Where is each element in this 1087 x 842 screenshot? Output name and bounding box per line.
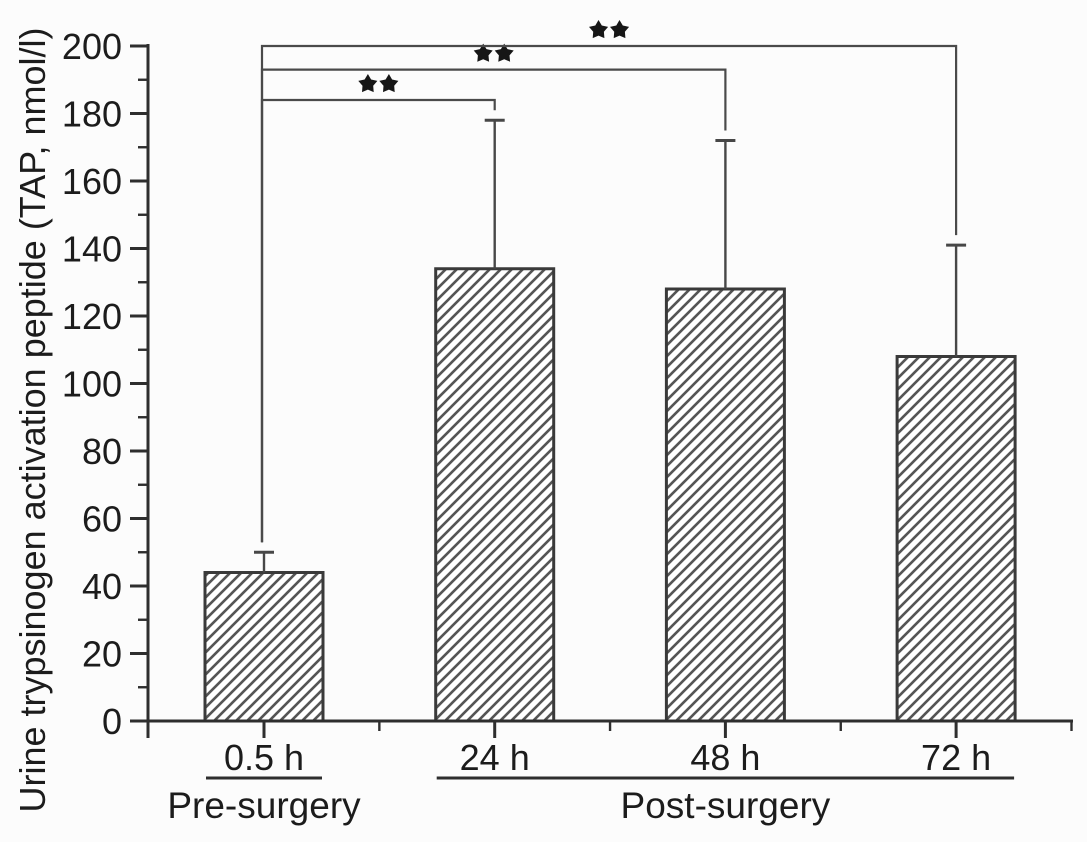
x-tick-label: 0.5 h (224, 737, 304, 778)
significance-stars (589, 20, 630, 39)
bar-0.5h (203, 571, 325, 723)
significance-stars (473, 43, 514, 62)
significance-bracket (260, 44, 958, 543)
y-tick-label: 200 (62, 26, 122, 67)
y-tick-label: 100 (62, 364, 122, 405)
y-tick-label: 160 (62, 161, 122, 202)
star-icon (358, 74, 378, 93)
bar-72h (895, 355, 1017, 723)
y-tick-label: 20 (82, 634, 122, 675)
star-icon (494, 43, 514, 62)
bar-24h (434, 267, 556, 723)
y-tick-label: 120 (62, 296, 122, 337)
bar-48h (664, 287, 786, 723)
x-tick-label: 48 h (690, 737, 760, 778)
y-tick-label: 60 (82, 499, 122, 540)
y-tick-label: 0 (102, 701, 122, 742)
significance-stars (358, 74, 399, 93)
star-icon (610, 20, 630, 39)
group-label-post-surgery: Post-surgery (621, 785, 831, 826)
y-tick-label: 140 (62, 229, 122, 270)
group-label-pre-surgery: Pre-surgery (167, 785, 361, 826)
y-tick-label: 80 (82, 431, 122, 472)
star-icon (379, 74, 399, 93)
star-icon (589, 20, 609, 39)
y-tick-label: 180 (62, 94, 122, 135)
star-icon (473, 43, 493, 62)
x-tick-label: 72 h (921, 737, 991, 778)
y-tick-label: 40 (82, 566, 122, 607)
x-tick-label: 24 h (460, 737, 530, 778)
